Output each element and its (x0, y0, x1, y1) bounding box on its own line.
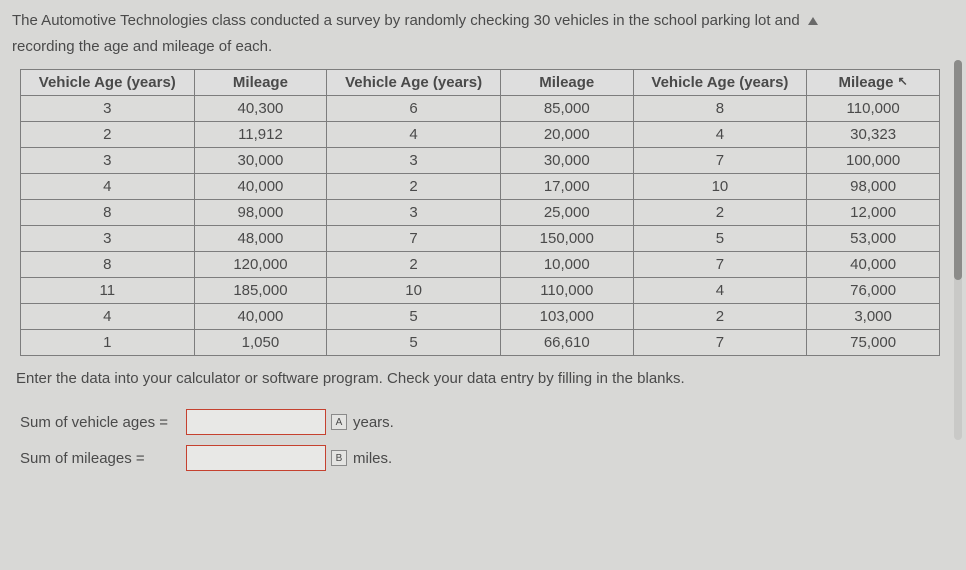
table-cell: 3,000 (807, 304, 940, 330)
table-cell: 103,000 (500, 304, 633, 330)
table-cell: 3 (327, 200, 501, 226)
table-cell: 48,000 (194, 226, 327, 252)
table-cell: 3 (327, 148, 501, 174)
table-cell: 5 (633, 226, 807, 252)
table-cell: 8 (21, 200, 195, 226)
sum-ages-row: Sum of vehicle ages = A years. (20, 409, 954, 435)
table-header-cell: Mileage ↖ (807, 70, 940, 96)
table-cell: 110,000 (807, 96, 940, 122)
table-cell: 30,000 (194, 148, 327, 174)
table-cell: 11,912 (194, 122, 327, 148)
table-cell: 8 (633, 96, 807, 122)
table-header-cell: Vehicle Age (years) (327, 70, 501, 96)
table-header-cell: Vehicle Age (years) (633, 70, 807, 96)
table-cell: 1 (21, 330, 195, 356)
table-row: 440,000217,0001098,000 (21, 174, 940, 200)
table-cell: 5 (327, 304, 501, 330)
table-cell: 8 (21, 252, 195, 278)
table-cell: 3 (21, 96, 195, 122)
problem-intro: The Automotive Technologies class conduc… (12, 8, 954, 59)
table-cell: 7 (633, 252, 807, 278)
table-cell: 4 (21, 304, 195, 330)
table-cell: 10,000 (500, 252, 633, 278)
table-cell: 1,050 (194, 330, 327, 356)
table-row: 211,912420,000430,323 (21, 122, 940, 148)
table-cell: 30,323 (807, 122, 940, 148)
table-cell: 5 (327, 330, 501, 356)
table-cell: 3 (21, 226, 195, 252)
table-cell: 40,000 (194, 174, 327, 200)
table-header-cell: Vehicle Age (years) (21, 70, 195, 96)
table-cell: 40,300 (194, 96, 327, 122)
table-row: 11185,00010110,000476,000 (21, 278, 940, 304)
intro-line-1: The Automotive Technologies class conduc… (12, 12, 800, 29)
sum-mileages-input[interactable] (186, 445, 326, 471)
table-cell: 2 (633, 304, 807, 330)
sum-ages-unit: years. (353, 414, 394, 431)
table-cell: 3 (21, 148, 195, 174)
vehicle-data-table: Vehicle Age (years)MileageVehicle Age (y… (20, 69, 940, 356)
table-cell: 66,610 (500, 330, 633, 356)
table-cell: 110,000 (500, 278, 633, 304)
cursor-icon: ↖ (898, 74, 908, 88)
table-cell: 17,000 (500, 174, 633, 200)
sum-mileages-unit: miles. (353, 450, 392, 467)
table-row: 8120,000210,000740,000 (21, 252, 940, 278)
table-cell: 30,000 (500, 148, 633, 174)
table-cell: 25,000 (500, 200, 633, 226)
table-cell: 120,000 (194, 252, 327, 278)
table-cell: 40,000 (807, 252, 940, 278)
table-header-row: Vehicle Age (years)MileageVehicle Age (y… (21, 70, 940, 96)
vertical-scrollbar[interactable] (954, 60, 962, 440)
sum-ages-label: Sum of vehicle ages = (20, 414, 180, 431)
table-row: 898,000325,000212,000 (21, 200, 940, 226)
table-cell: 2 (633, 200, 807, 226)
table-cell: 185,000 (194, 278, 327, 304)
table-cell: 4 (21, 174, 195, 200)
table-cell: 6 (327, 96, 501, 122)
table-cell: 75,000 (807, 330, 940, 356)
table-cell: 7 (633, 148, 807, 174)
table-cell: 10 (327, 278, 501, 304)
table-cell: 7 (327, 226, 501, 252)
table-row: 348,0007150,000553,000 (21, 226, 940, 252)
instruction-text: Enter the data into your calculator or s… (16, 370, 954, 387)
table-cell: 4 (633, 122, 807, 148)
table-row: 330,000330,0007100,000 (21, 148, 940, 174)
sum-mileages-row: Sum of mileages = B miles. (20, 445, 954, 471)
table-row: 440,0005103,00023,000 (21, 304, 940, 330)
table-cell: 40,000 (194, 304, 327, 330)
table-cell: 98,000 (194, 200, 327, 226)
table-cell: 2 (327, 252, 501, 278)
triangle-icon (808, 17, 818, 25)
intro-line-2: recording the age and mileage of each. (12, 38, 272, 55)
table-row: 340,300685,0008110,000 (21, 96, 940, 122)
table-cell: 85,000 (500, 96, 633, 122)
badge-a: A (331, 414, 347, 430)
table-cell: 2 (327, 174, 501, 200)
table-cell: 53,000 (807, 226, 940, 252)
table-cell: 10 (633, 174, 807, 200)
table-cell: 4 (327, 122, 501, 148)
table-cell: 76,000 (807, 278, 940, 304)
table-header-cell: Mileage (194, 70, 327, 96)
table-cell: 4 (633, 278, 807, 304)
table-body: 340,300685,0008110,000211,912420,000430,… (21, 96, 940, 356)
scrollbar-thumb[interactable] (954, 60, 962, 280)
table-cell: 150,000 (500, 226, 633, 252)
badge-b: B (331, 450, 347, 466)
table-cell: 100,000 (807, 148, 940, 174)
table-cell: 12,000 (807, 200, 940, 226)
table-cell: 7 (633, 330, 807, 356)
table-cell: 2 (21, 122, 195, 148)
table-cell: 98,000 (807, 174, 940, 200)
sum-mileages-label: Sum of mileages = (20, 450, 180, 467)
table-cell: 20,000 (500, 122, 633, 148)
table-header-cell: Mileage (500, 70, 633, 96)
sum-ages-input[interactable] (186, 409, 326, 435)
table-cell: 11 (21, 278, 195, 304)
table-row: 11,050566,610775,000 (21, 330, 940, 356)
